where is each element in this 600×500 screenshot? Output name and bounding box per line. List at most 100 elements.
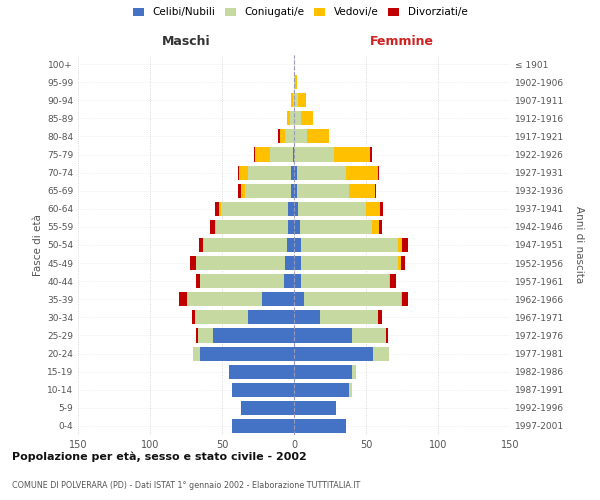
Bar [294,166,297,179]
Bar [298,93,305,108]
Bar [297,166,346,179]
Bar [238,184,241,198]
Bar [386,328,388,342]
Bar [401,256,405,270]
Bar [307,130,329,143]
Bar [300,220,372,234]
Bar [229,364,294,378]
Bar [280,130,286,143]
Bar [301,238,398,252]
Bar [291,93,293,108]
Bar [199,238,203,252]
Bar [301,256,398,270]
Bar [215,202,219,216]
Bar [221,202,288,216]
Bar [216,220,288,234]
Bar [294,130,307,143]
Bar [241,184,245,198]
Bar [294,220,300,234]
Bar [293,148,294,162]
Bar [294,382,349,397]
Bar [215,220,216,234]
Bar [389,274,391,288]
Bar [298,202,366,216]
Bar [304,292,401,306]
Bar [391,274,396,288]
Bar [380,202,383,216]
Bar [372,220,379,234]
Text: Popolazione per età, sesso e stato civile - 2002: Popolazione per età, sesso e stato civil… [12,452,307,462]
Bar [187,292,262,306]
Bar [334,148,370,162]
Bar [401,292,402,306]
Bar [179,292,187,306]
Bar [214,328,294,342]
Bar [320,310,377,324]
Bar [190,256,196,270]
Bar [211,220,215,234]
Bar [398,256,401,270]
Bar [402,238,408,252]
Bar [219,202,221,216]
Bar [248,166,291,179]
Bar [286,130,294,143]
Bar [377,166,379,179]
Text: Maschi: Maschi [161,35,211,48]
Bar [295,75,297,89]
Bar [196,256,286,270]
Bar [398,238,402,252]
Bar [254,148,255,162]
Bar [196,274,200,288]
Y-axis label: Anni di nascita: Anni di nascita [574,206,584,284]
Bar [294,274,301,288]
Bar [294,148,334,162]
Bar [291,184,294,198]
Bar [290,112,294,126]
Bar [366,202,380,216]
Bar [294,346,373,360]
Bar [349,382,352,397]
Bar [278,130,280,143]
Bar [232,419,294,433]
Bar [377,310,382,324]
Bar [301,274,389,288]
Bar [352,364,356,378]
Bar [301,112,313,126]
Bar [294,310,320,324]
Text: Femmine: Femmine [370,35,434,48]
Bar [294,401,336,415]
Bar [294,75,295,89]
Bar [193,346,200,360]
Bar [294,238,301,252]
Bar [287,238,294,252]
Bar [346,166,377,179]
Bar [294,364,352,378]
Bar [197,328,214,342]
Bar [349,184,374,198]
Bar [284,274,294,288]
Bar [200,346,294,360]
Bar [241,401,294,415]
Bar [232,382,294,397]
Bar [286,256,294,270]
Bar [293,93,294,108]
Bar [239,166,248,179]
Bar [262,292,294,306]
Bar [200,274,284,288]
Bar [294,202,298,216]
Bar [238,166,239,179]
Bar [352,328,386,342]
Bar [255,148,269,162]
Bar [288,202,294,216]
Bar [269,148,293,162]
Bar [294,256,301,270]
Bar [402,292,408,306]
Bar [203,238,287,252]
Bar [373,346,389,360]
Bar [294,184,297,198]
Bar [192,310,194,324]
Bar [248,310,294,324]
Bar [294,292,304,306]
Bar [294,112,301,126]
Bar [379,220,382,234]
